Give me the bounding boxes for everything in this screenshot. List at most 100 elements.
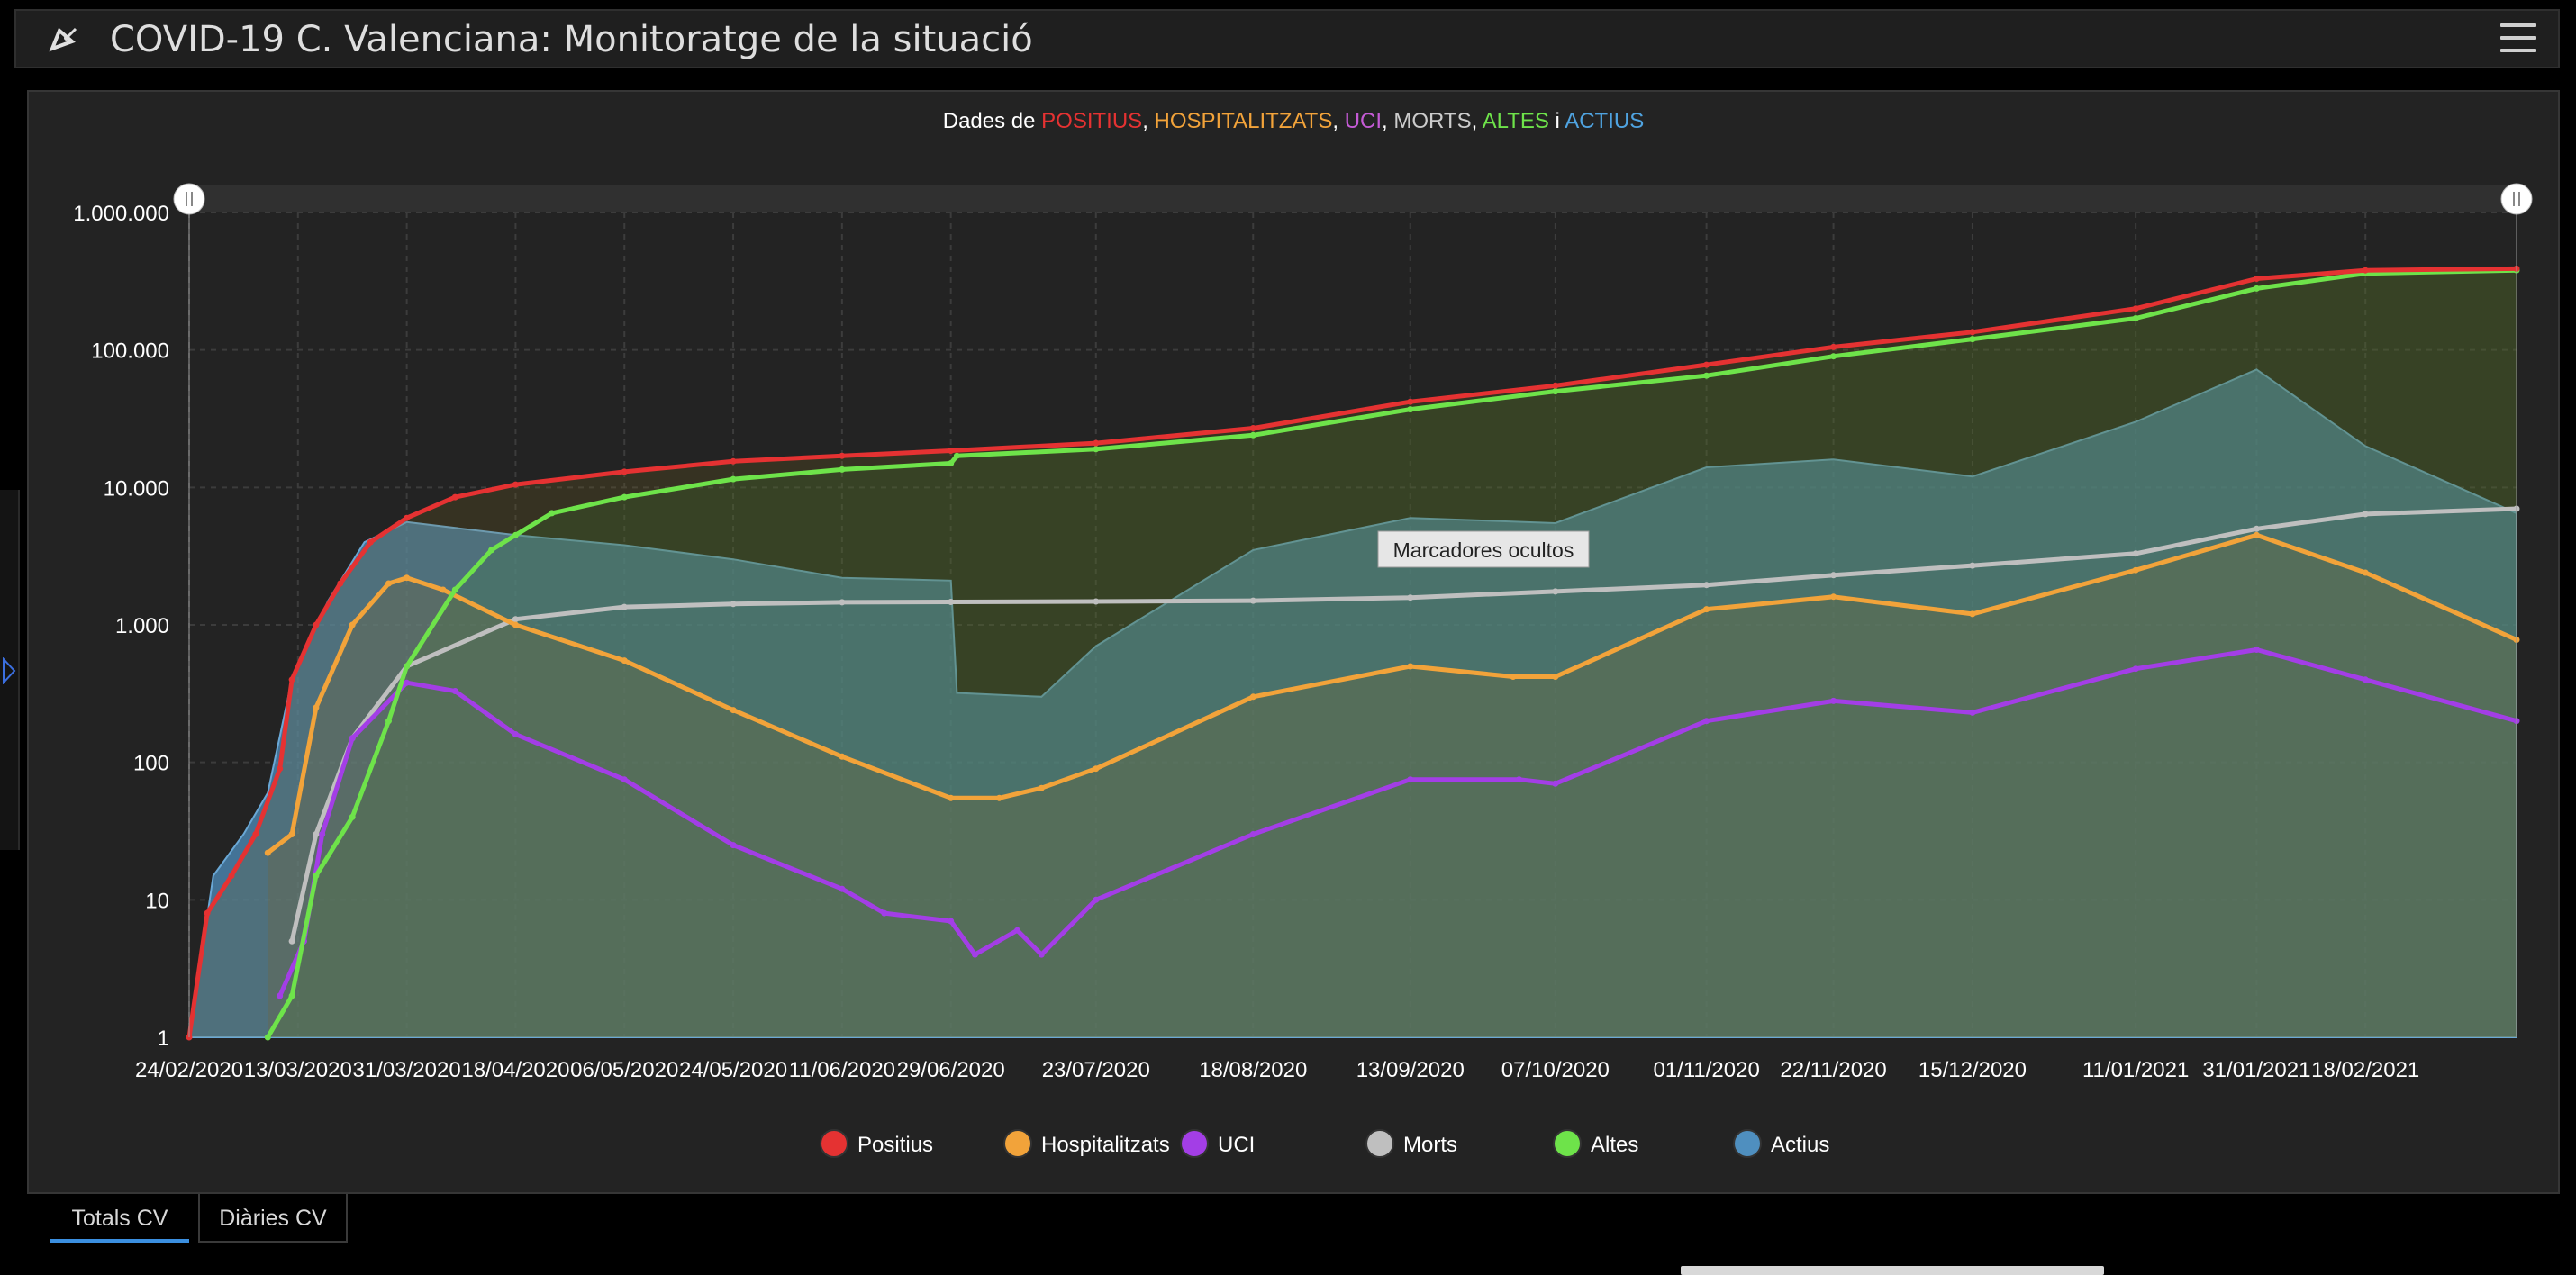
series-positius-point (204, 909, 211, 917)
side-panel-toggle[interactable] (0, 490, 20, 850)
series-altes-point (264, 1034, 271, 1041)
series-uci-point (2253, 647, 2260, 653)
tab-diaries-cv[interactable]: Diàries CV (198, 1194, 348, 1243)
chevron-right-icon (3, 657, 16, 684)
y-tick-label: 10 (145, 889, 169, 913)
series-positius-point (1969, 329, 1976, 336)
legend-marker-actius[interactable] (1733, 1129, 1762, 1158)
series-altes-point (2132, 315, 2139, 321)
series-uci-point (2362, 676, 2369, 683)
x-tick-label: 18/04/2020 (461, 1058, 569, 1082)
series-morts-line (289, 506, 2517, 942)
series-hospitalitzats-point (948, 794, 955, 801)
legend-label-altes[interactable]: Altes (1591, 1133, 1638, 1157)
series-hospitalitzats-point (349, 621, 356, 628)
chart-title-morts: MORTS (1393, 109, 1472, 133)
x-tick-label: 24/02/2020 (135, 1058, 243, 1082)
series-hospitalitzats-point (730, 707, 737, 714)
series-positius-point (1552, 382, 1559, 389)
series-hospitalitzats-point (1830, 593, 1837, 601)
series-hospitalitzats-point (1407, 663, 1414, 670)
series-morts-point (1552, 588, 1559, 595)
series-positius-point (337, 580, 344, 587)
series-altes-point (512, 531, 519, 538)
series-altes-point (385, 718, 392, 725)
x-tick-label: 11/06/2020 (789, 1058, 895, 1082)
series-hospitalitzats-point (2362, 569, 2369, 576)
series-positius-point (288, 676, 295, 683)
series-uci-point (512, 731, 519, 737)
legend-label-positius[interactable]: Positius (857, 1133, 933, 1157)
legend-marker-uci[interactable] (1180, 1129, 1209, 1158)
series-uci-point (621, 776, 628, 783)
tab-totals-cv[interactable]: Totals CV (50, 1194, 189, 1243)
chart-title-uci: UCI (1344, 109, 1383, 133)
chart-title-sep: , (1471, 109, 1483, 133)
series-uci-point (2132, 665, 2139, 673)
series-uci-point (1703, 718, 1710, 725)
series-positius-point (2362, 267, 2369, 274)
series-positius-point (451, 493, 458, 501)
series-hospitalitzats-point (1249, 693, 1256, 701)
x-tick-label: 24/05/2020 (679, 1058, 787, 1082)
chart-title-sep: , (1142, 109, 1155, 133)
series-altes-point (451, 586, 458, 593)
legend-label-morts[interactable]: Morts (1403, 1133, 1457, 1157)
series-positius-point (313, 621, 320, 628)
series-hospitalitzats-point (288, 831, 295, 837)
series-positius-point (2253, 276, 2260, 282)
series-hospitalitzats-point (404, 574, 411, 582)
series-positius-point (839, 452, 846, 459)
series-hospitalitzats-point (512, 621, 519, 628)
legend-label-uci[interactable]: UCI (1218, 1133, 1255, 1157)
chart-title-prefix: Dades de (942, 109, 1042, 133)
chart-title: Dades de POSITIUS, HOSPITALITZATS, UCI, … (29, 108, 2558, 135)
series-morts-point (288, 937, 295, 945)
legend-marker-morts[interactable] (1365, 1129, 1394, 1158)
series-uci-point (404, 679, 411, 686)
chart-title-sep: , (1382, 109, 1394, 133)
x-tick-label: 18/02/2021 (2311, 1058, 2419, 1082)
legend-label-hospitalitzats[interactable]: Hospitalitzats (1041, 1133, 1170, 1157)
x-tick-label: 23/07/2020 (1042, 1058, 1150, 1082)
x-tick-label: 07/10/2020 (1501, 1058, 1610, 1082)
legend-marker-positius[interactable] (820, 1129, 848, 1158)
x-tick-label: 13/09/2020 (1356, 1058, 1465, 1082)
series-morts-point (313, 831, 320, 837)
series-altes-point (2253, 285, 2260, 292)
series-altes-point (288, 992, 295, 999)
satellite-dish-icon (49, 27, 77, 52)
series-uci-point (1038, 951, 1045, 958)
series-morts-point (730, 601, 737, 608)
x-tick-label: 15/12/2020 (1918, 1058, 2027, 1082)
y-tick-label: 1.000 (115, 614, 169, 638)
x-tick-label: 29/06/2020 (897, 1058, 1005, 1082)
x-tick-label: 22/11/2020 (1780, 1058, 1886, 1082)
series-altes-point (349, 813, 356, 820)
chart-title-sep: , (1332, 109, 1345, 133)
legend-marker-hospitalitzats[interactable] (1003, 1129, 1032, 1158)
series-positius-point (1093, 439, 1100, 447)
range-handle-left (173, 183, 205, 215)
series-altes-point (1552, 388, 1559, 395)
series-hospitalitzats-point (1038, 784, 1045, 791)
series-positius-point (621, 468, 628, 475)
covid-chart[interactable]: 1 10 100 1.000 10.000 100.000 1.000.000 24/02/2… (29, 92, 2558, 1192)
x-tick-label: 13/03/2020 (244, 1058, 352, 1082)
series-altes-area (268, 270, 2517, 1037)
series-uci-point (1516, 776, 1523, 783)
series-altes-point (1703, 372, 1710, 379)
series-uci-point (972, 951, 978, 958)
legend-label-actius[interactable]: Actius (1771, 1133, 1829, 1157)
chart-title-altes: ALTES (1482, 109, 1549, 133)
series-altes-point (730, 475, 737, 483)
series-altes-point (1407, 406, 1414, 413)
legend-marker-altes[interactable] (1553, 1129, 1582, 1158)
series-positius-point (404, 514, 411, 521)
series-hospitalitzats-point (1093, 765, 1100, 773)
range-handle-right (2500, 183, 2533, 215)
horizontal-scrollbar[interactable] (1681, 1266, 2104, 1275)
series-uci-point (349, 735, 356, 742)
y-tick-label: 10.000 (104, 476, 169, 501)
hamburger-menu-icon[interactable] (2500, 23, 2536, 56)
